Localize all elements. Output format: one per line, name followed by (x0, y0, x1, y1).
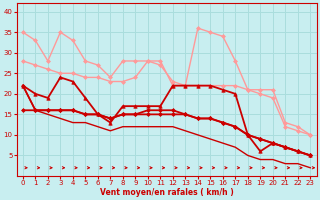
X-axis label: Vent moyen/en rafales ( km/h ): Vent moyen/en rafales ( km/h ) (100, 188, 234, 197)
